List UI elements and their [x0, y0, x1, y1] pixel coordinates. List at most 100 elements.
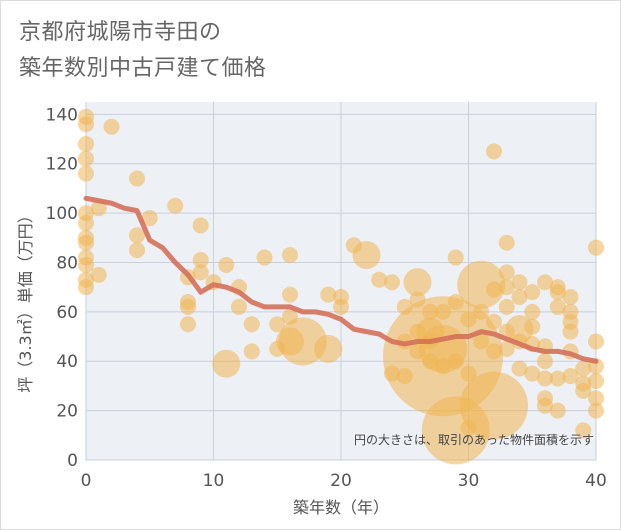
y-tick-label: 40 [56, 352, 78, 372]
data-bubble [460, 365, 477, 382]
x-tick-label: 30 [458, 471, 480, 491]
data-bubble [524, 303, 541, 320]
data-bubble [524, 318, 541, 335]
title-line-1: 京都府城陽市寺田の [19, 20, 222, 45]
x-tick-label: 10 [203, 471, 225, 491]
data-bubble [537, 274, 553, 291]
data-bubble [486, 313, 502, 330]
data-bubble [243, 316, 260, 333]
data-bubble [192, 217, 209, 234]
data-bubble [549, 402, 566, 419]
data-bubble [231, 298, 247, 315]
data-bubble [90, 200, 107, 217]
y-axis-title: 坪（3.3㎡）単価（万円） [16, 207, 35, 392]
data-bubble [218, 256, 235, 273]
data-bubble [588, 333, 604, 350]
data-bubble [282, 286, 298, 303]
data-bubble [314, 334, 343, 363]
data-bubble [141, 210, 158, 227]
data-bubble [524, 284, 541, 301]
data-bubble [78, 135, 94, 152]
data-bubble [78, 279, 94, 296]
data-bubble [78, 116, 94, 133]
data-bubble [212, 349, 241, 378]
data-bubble [129, 227, 145, 244]
data-bubble [192, 264, 209, 281]
data-bubble [333, 298, 349, 315]
data-bubble [129, 170, 145, 187]
data-bubble [90, 266, 107, 283]
y-tick-label: 80 [56, 253, 78, 273]
data-bubble [575, 360, 592, 377]
data-bubble [320, 286, 337, 303]
x-tick-label: 20 [330, 471, 352, 491]
data-bubble [352, 241, 381, 270]
data-bubble [486, 281, 502, 298]
data-bubble [549, 370, 566, 387]
data-bubble [447, 293, 464, 310]
data-bubble [486, 343, 502, 360]
data-bubble [129, 242, 145, 259]
average-price-line [83, 195, 599, 364]
data-bubble [575, 422, 592, 439]
data-bubble [78, 256, 94, 273]
data-bubble [473, 333, 490, 350]
data-bubble [180, 298, 196, 315]
chart-title: 京都府城陽市寺田の 築年数別中古戸建て価格 [19, 15, 267, 87]
bubble-size-note: 円の大きさは、取引のあった物件面積を示す [354, 432, 594, 447]
data-bubble [511, 360, 528, 377]
data-bubble [537, 370, 553, 387]
data-bubble [460, 371, 528, 440]
data-bubble [524, 365, 541, 382]
data-bubble [78, 165, 94, 182]
data-bubble [511, 289, 528, 306]
data-bubble [537, 353, 553, 370]
data-bubble [78, 214, 94, 231]
data-bubble [167, 197, 184, 214]
y-tick-label: 20 [56, 402, 78, 422]
data-bubble [192, 252, 209, 269]
data-bubble [537, 397, 553, 414]
data-bubble [575, 382, 592, 399]
data-bubble [256, 249, 273, 266]
data-bubble [384, 274, 400, 291]
data-bubble [180, 316, 196, 333]
title-line-2: 築年数別中古戸建て価格 [19, 56, 267, 81]
data-bubble [511, 274, 528, 291]
data-bubble [498, 234, 515, 251]
data-bubble [447, 353, 464, 370]
data-bubble [269, 316, 286, 333]
data-bubble [498, 279, 515, 296]
data-bubble [473, 303, 490, 320]
y-tick-label: 140 [46, 105, 78, 125]
data-bubble [435, 303, 451, 320]
data-bubble [498, 298, 515, 315]
data-bubble [588, 372, 604, 389]
data-bubble [243, 343, 260, 360]
data-bubble [588, 402, 604, 419]
x-axis-title: 築年数（年） [293, 498, 389, 517]
data-bubble [562, 368, 579, 385]
data-bubble [588, 239, 604, 256]
data-bubble [498, 340, 515, 357]
data-bubble [103, 118, 120, 135]
x-tick-label: 0 [81, 471, 92, 491]
data-bubble [435, 358, 451, 375]
data-bubble [562, 289, 579, 306]
data-bubble [498, 264, 515, 281]
data-bubble [549, 284, 566, 301]
y-tick-labels: 0 20 40 60 80 100 120 140 [46, 105, 78, 471]
data-bubble [447, 249, 464, 266]
data-bubble [403, 268, 432, 297]
y-tick-label: 60 [56, 303, 78, 323]
x-tick-labels: 0 10 20 30 40 [81, 471, 607, 491]
data-bubble [278, 317, 327, 366]
x-tick-label: 40 [585, 471, 607, 491]
y-tick-label: 120 [46, 155, 78, 175]
data-bubble [460, 311, 477, 328]
data-bubble [562, 323, 579, 340]
data-bubble [78, 234, 94, 251]
data-bubble [371, 271, 388, 288]
bubble-layer [78, 108, 604, 465]
